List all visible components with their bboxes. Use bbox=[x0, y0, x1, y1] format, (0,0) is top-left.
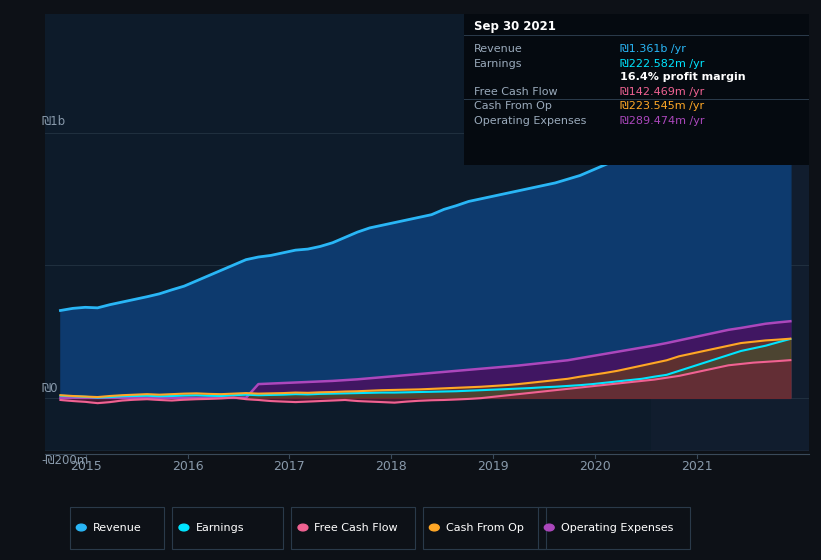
Text: Earnings: Earnings bbox=[474, 59, 522, 69]
Text: Free Cash Flow: Free Cash Flow bbox=[314, 522, 398, 533]
Bar bbox=[651, 14, 809, 451]
Text: Free Cash Flow: Free Cash Flow bbox=[474, 87, 557, 97]
Text: ₪1.361b /yr: ₪1.361b /yr bbox=[620, 44, 686, 54]
Text: ₪142.469m /yr: ₪142.469m /yr bbox=[620, 87, 704, 97]
Text: 2021: 2021 bbox=[681, 460, 713, 473]
Text: 2016: 2016 bbox=[172, 460, 204, 473]
Text: 2019: 2019 bbox=[477, 460, 509, 473]
Text: ₪222.582m /yr: ₪222.582m /yr bbox=[620, 59, 704, 69]
Text: Revenue: Revenue bbox=[474, 44, 522, 54]
Text: ₪1b: ₪1b bbox=[41, 115, 65, 128]
Text: ₪223.545m /yr: ₪223.545m /yr bbox=[620, 101, 704, 111]
Text: Operating Expenses: Operating Expenses bbox=[474, 116, 586, 126]
Text: 2015: 2015 bbox=[70, 460, 102, 473]
Text: Sep 30 2021: Sep 30 2021 bbox=[474, 20, 556, 33]
Text: ₪0: ₪0 bbox=[41, 382, 57, 395]
Text: Earnings: Earnings bbox=[195, 522, 244, 533]
Text: ₪289.474m /yr: ₪289.474m /yr bbox=[620, 116, 704, 126]
Text: Operating Expenses: Operating Expenses bbox=[561, 522, 673, 533]
Text: 2017: 2017 bbox=[273, 460, 305, 473]
Text: 2020: 2020 bbox=[579, 460, 611, 473]
Text: Revenue: Revenue bbox=[93, 522, 141, 533]
Text: Cash From Op: Cash From Op bbox=[474, 101, 552, 111]
Text: 2018: 2018 bbox=[375, 460, 407, 473]
Text: Cash From Op: Cash From Op bbox=[446, 522, 524, 533]
Text: 16.4% profit margin: 16.4% profit margin bbox=[620, 72, 745, 82]
Text: -₪200m: -₪200m bbox=[41, 454, 89, 466]
